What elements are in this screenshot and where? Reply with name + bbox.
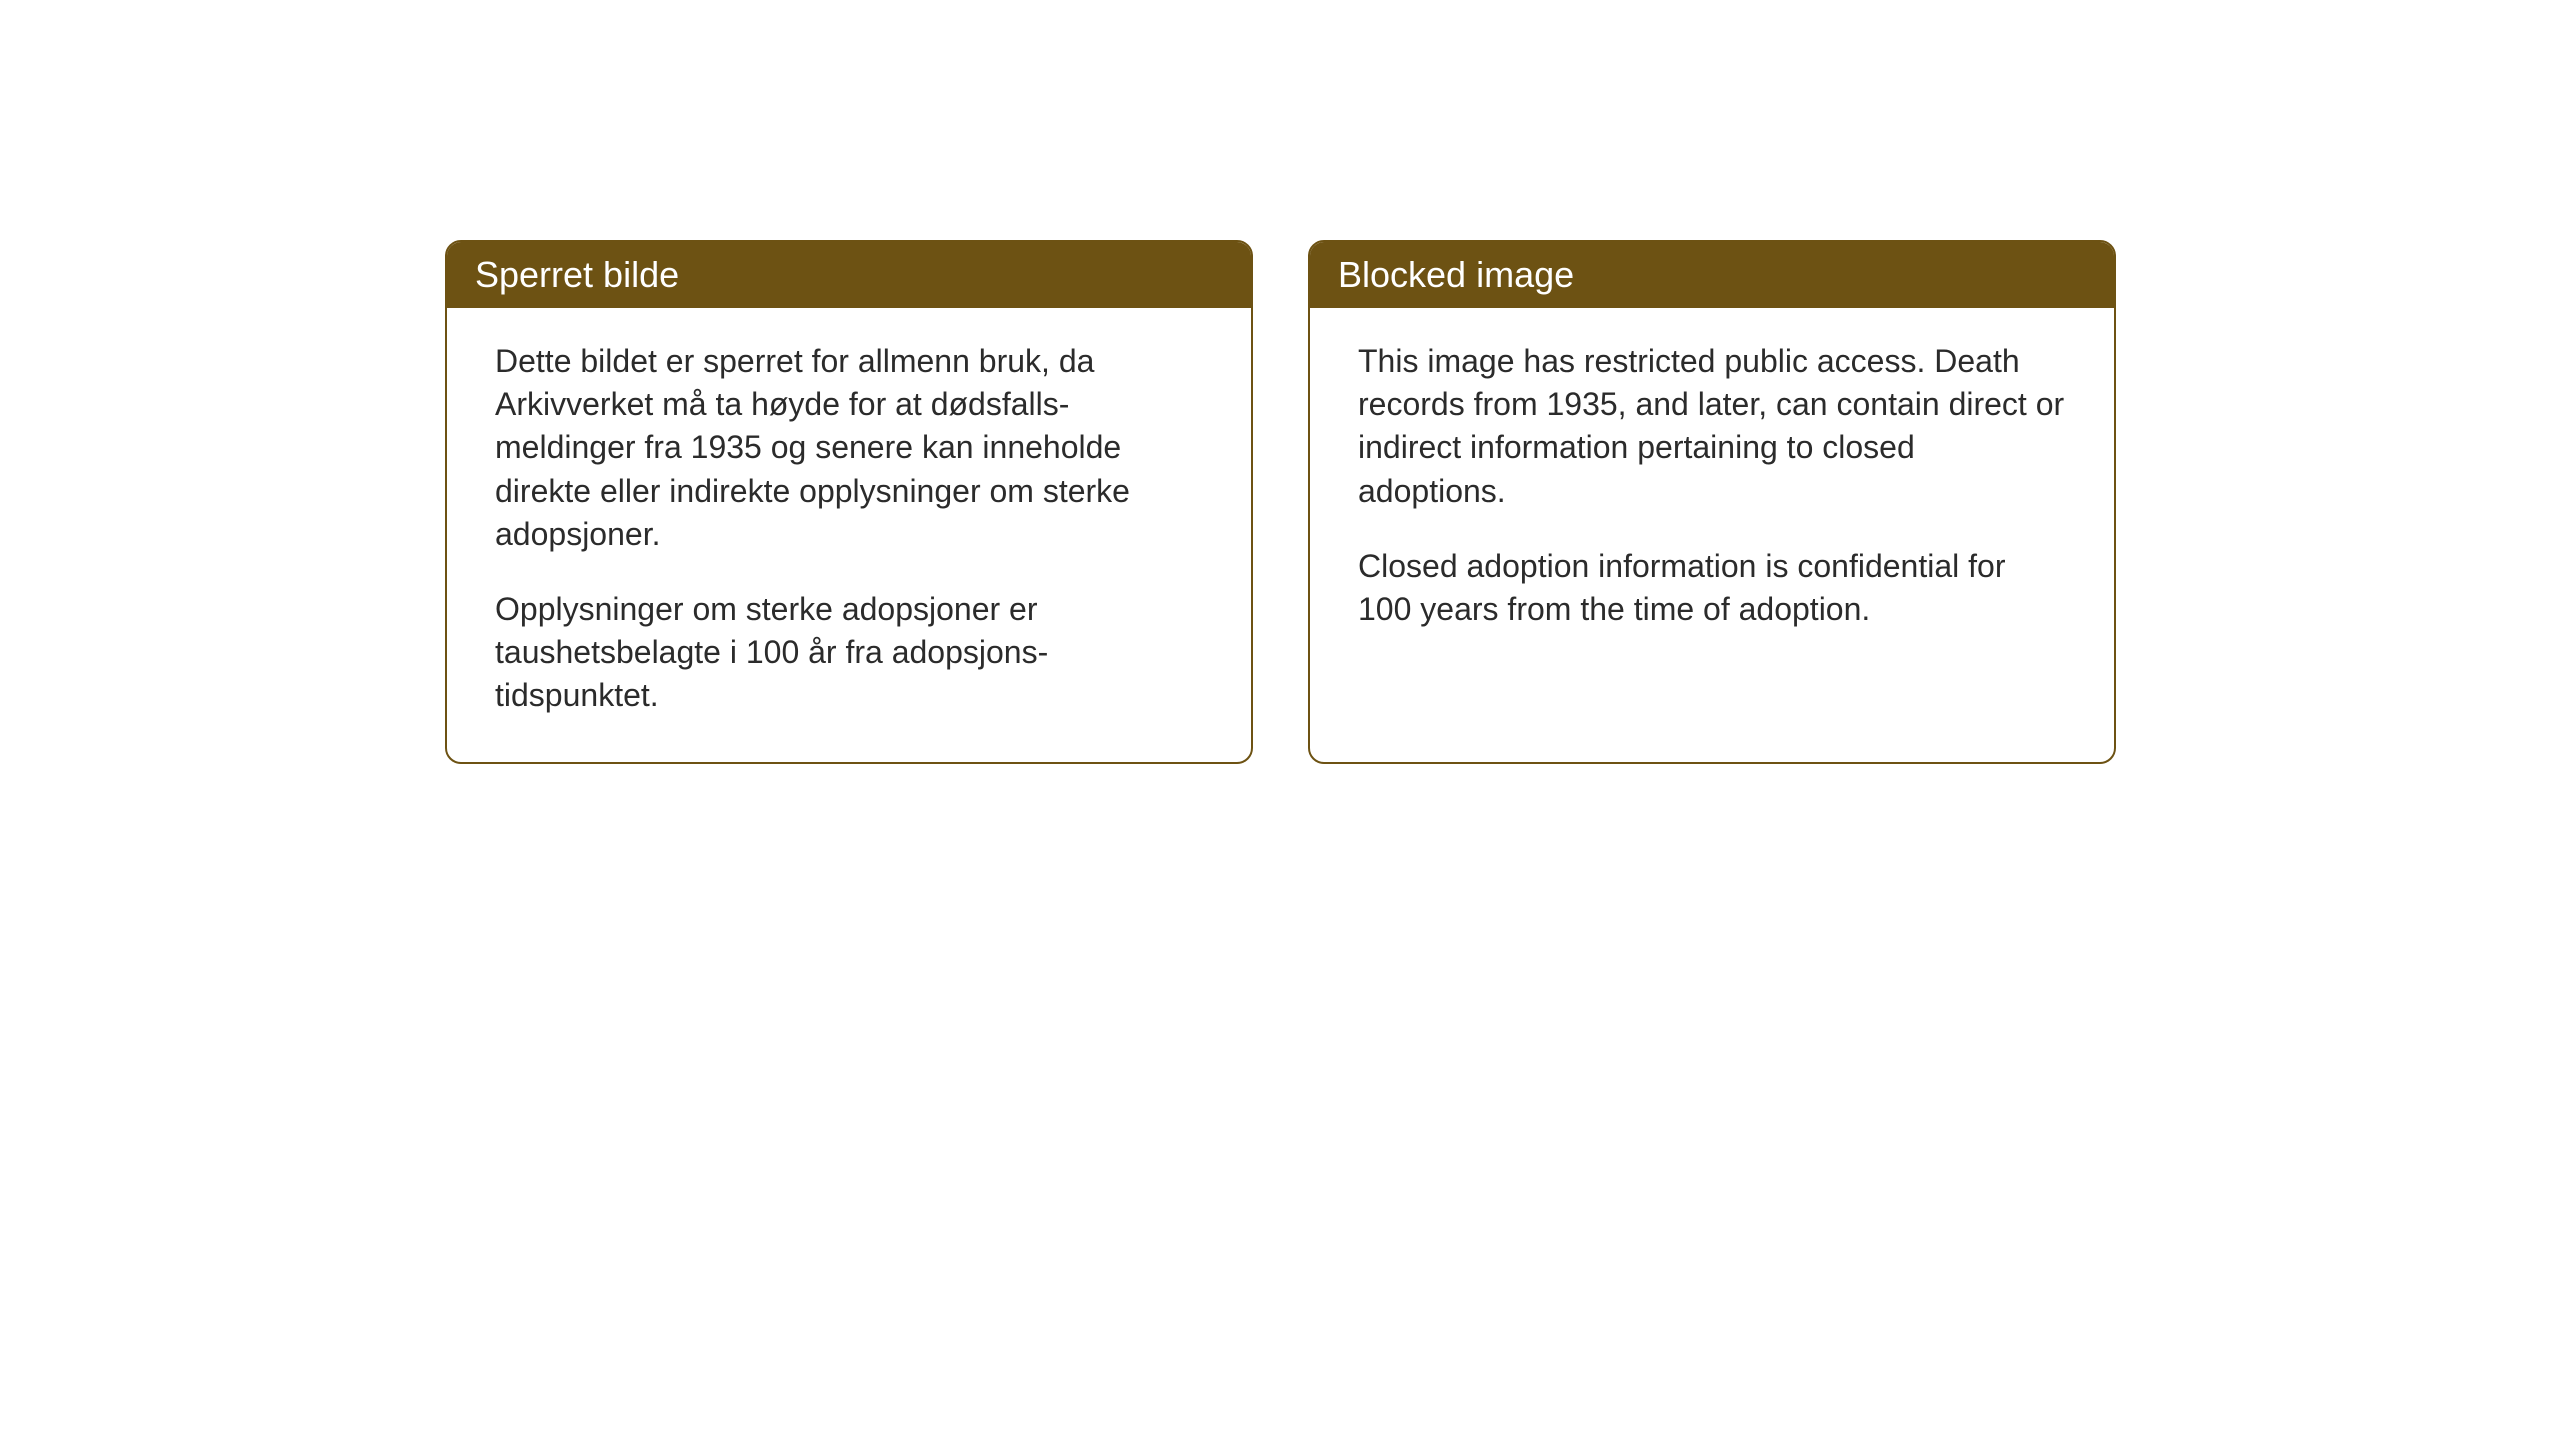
notice-card-english: Blocked image This image has restricted …: [1308, 240, 2116, 764]
notice-paragraph: This image has restricted public access.…: [1358, 340, 2066, 513]
notice-body-english: This image has restricted public access.…: [1310, 308, 2114, 675]
notice-card-norwegian: Sperret bilde Dette bildet er sperret fo…: [445, 240, 1253, 764]
notice-title: Sperret bilde: [475, 254, 679, 295]
notice-header-english: Blocked image: [1310, 242, 2114, 308]
notice-paragraph: Dette bildet er sperret for allmenn bruk…: [495, 340, 1203, 556]
notice-paragraph: Opplysninger om sterke adopsjoner er tau…: [495, 588, 1203, 718]
notice-paragraph: Closed adoption information is confident…: [1358, 545, 2066, 631]
notice-container: Sperret bilde Dette bildet er sperret fo…: [0, 0, 2560, 764]
notice-body-norwegian: Dette bildet er sperret for allmenn bruk…: [447, 308, 1251, 762]
notice-title: Blocked image: [1338, 254, 1574, 295]
notice-header-norwegian: Sperret bilde: [447, 242, 1251, 308]
